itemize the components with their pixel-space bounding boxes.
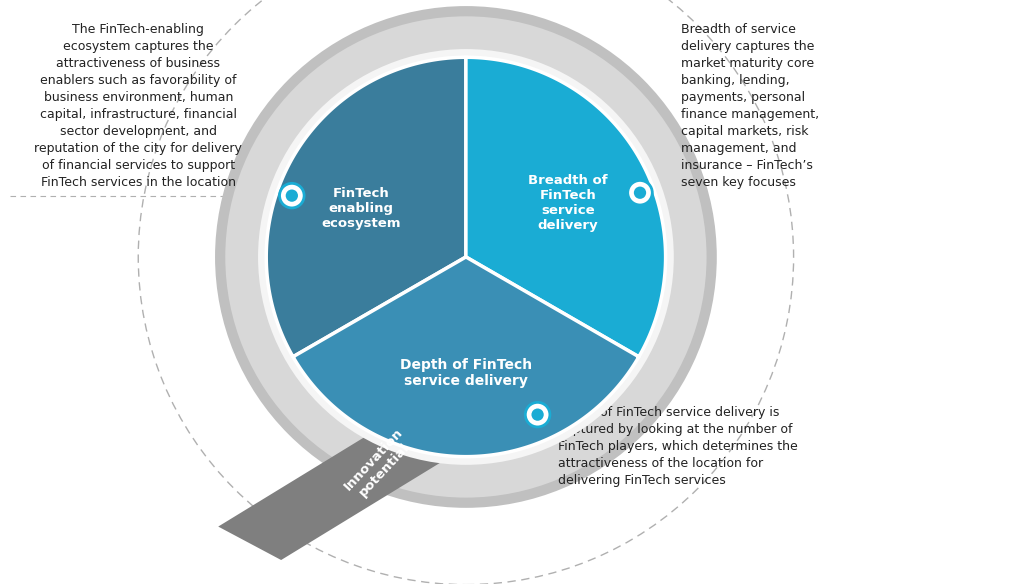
Text: Breadth of service
delivery captures the
market maturity core
banking, lending,
: Breadth of service delivery captures the…: [681, 23, 819, 189]
Ellipse shape: [525, 402, 550, 427]
Ellipse shape: [225, 16, 707, 498]
Text: The FinTech-enabling
ecosystem captures the
attractiveness of business
enablers : The FinTech-enabling ecosystem captures …: [34, 23, 243, 189]
Text: FinTech
enabling
ecosystem: FinTech enabling ecosystem: [322, 186, 400, 230]
Ellipse shape: [628, 180, 652, 205]
Ellipse shape: [531, 408, 544, 421]
Ellipse shape: [258, 49, 674, 465]
Polygon shape: [293, 257, 639, 457]
Polygon shape: [466, 57, 666, 357]
Ellipse shape: [286, 189, 298, 202]
Text: Breadth of
FinTech
service
delivery: Breadth of FinTech service delivery: [528, 173, 608, 232]
Text: Depth of FinTech
service delivery: Depth of FinTech service delivery: [399, 357, 532, 388]
Polygon shape: [218, 369, 540, 560]
Text: Innovation
potential: Innovation potential: [341, 426, 417, 503]
Ellipse shape: [215, 6, 717, 508]
Ellipse shape: [634, 186, 646, 199]
Polygon shape: [266, 57, 466, 357]
Text: Depth of FinTech service delivery is
captured by looking at the number of
FinTec: Depth of FinTech service delivery is cap…: [558, 406, 798, 487]
Ellipse shape: [280, 183, 304, 208]
